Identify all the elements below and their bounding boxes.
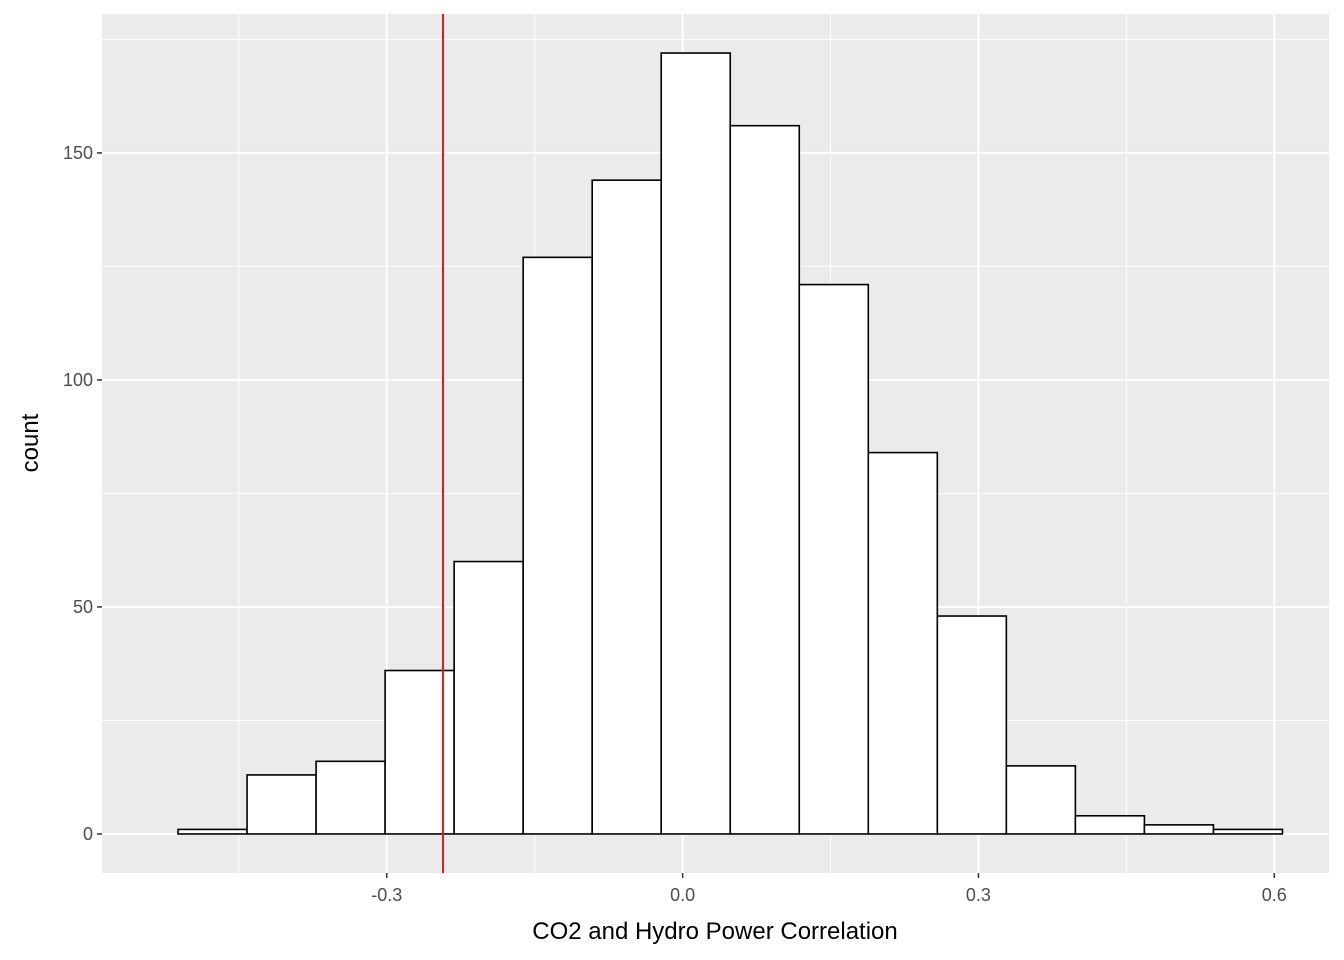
x-axis-title: CO2 and Hydro Power Correlation (532, 918, 898, 945)
y-tick-label: 150 (63, 143, 93, 163)
histogram-bars (177, 52, 1284, 835)
histogram-bar (1074, 814, 1146, 835)
x-tick-label: 0.6 (1262, 885, 1287, 905)
histogram-bar (867, 451, 939, 835)
histogram-bar (315, 760, 386, 835)
y-tick-label: 50 (73, 597, 93, 617)
histogram-bar (1005, 765, 1077, 835)
x-tick-label: 0.0 (670, 885, 695, 905)
histogram-bar (246, 774, 317, 835)
y-tick-label: 0 (83, 824, 93, 844)
histogram-bar (729, 124, 801, 835)
histogram-bar (1212, 828, 1284, 835)
y-axis: 0 50 100 150 (63, 143, 102, 844)
x-tick-label: -0.3 (371, 885, 402, 905)
histogram-bar (936, 615, 1008, 835)
histogram-bar (660, 52, 732, 835)
x-tick-label: 0.3 (966, 885, 991, 905)
histogram-bar (1143, 824, 1215, 835)
histogram-bar (453, 560, 524, 835)
histogram-bar (798, 283, 870, 835)
y-axis-title: count (17, 413, 44, 472)
x-axis: -0.3 0.0 0.3 0.6 (371, 873, 1287, 905)
y-tick-label: 100 (63, 370, 93, 390)
histogram-bar (522, 256, 593, 835)
histogram-bar (591, 179, 663, 835)
histogram-bar (177, 828, 248, 835)
